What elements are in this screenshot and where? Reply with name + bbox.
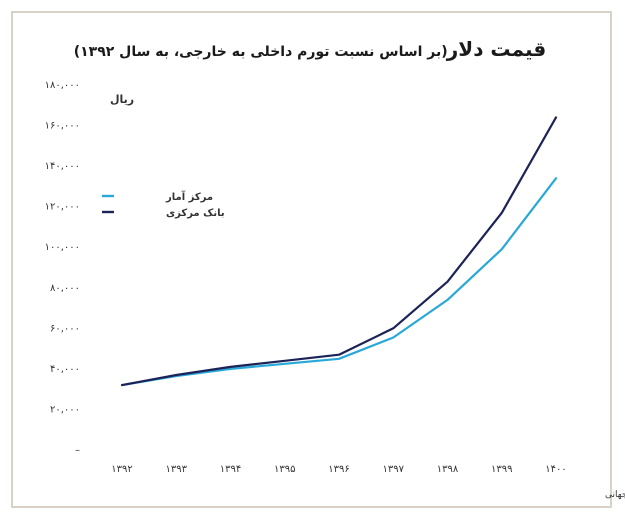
x-tick-label: ۱۳۹۴ <box>220 464 241 475</box>
chart-subtitle: (بر اساس نسبت تورم داخلی به خارجی، به سا… <box>74 44 448 60</box>
y-tick-label: ۱۴۰,۰۰۰ <box>45 161 80 172</box>
x-tick-label: ۱۳۹۵ <box>274 464 295 475</box>
y-tick-label: ۱۲۰,۰۰۰ <box>45 202 80 213</box>
y-tick-label: ۸۰,۰۰۰ <box>50 283 80 294</box>
y-tick-label: ۱۸۰,۰۰۰ <box>45 80 80 91</box>
x-tick-label: ۱۳۹۶ <box>328 464 349 475</box>
legend-label-1: مرکز آمار <box>165 190 213 203</box>
x-tick-label: ۱۳۹۳ <box>166 464 188 475</box>
x-axis: ۱۳۹۲ ۱۳۹۳ ۱۳۹۴ ۱۳۹۵ ۱۳۹۶ ۱۳۹۷ ۱۳۹۸ ۱۳۹۹ ۱۴۰۰ <box>111 464 566 475</box>
series-line-1 <box>120 177 558 387</box>
plot-area <box>120 116 558 387</box>
y-tick-label: ۱۰۰,۰۰۰ <box>45 242 80 253</box>
source-note: تحلیل و استنتاج: احسان سلطانی بر اساس دا… <box>605 488 625 500</box>
chart-title-line: قیمت دلار (بر اساس نسبت تورم داخلی به خا… <box>74 37 547 61</box>
y-tick-label: ۱۶۰,۰۰۰ <box>45 121 80 132</box>
x-tick-label: ۱۳۹۲ <box>111 464 132 475</box>
x-tick-label: ۱۴۰۰ <box>545 464 566 475</box>
legend-label-2: بانک مرکزی <box>166 208 225 219</box>
legend: مرکز آمار بانک مرکزی <box>102 190 225 219</box>
x-tick-label: ۱۳۹۸ <box>437 464 459 475</box>
x-tick-label: ۱۳۹۷ <box>383 464 405 475</box>
y-tick-label: – <box>75 445 80 456</box>
chart-title: قیمت دلار <box>446 37 546 61</box>
y-tick-label: ۲۰,۰۰۰ <box>50 404 80 415</box>
y-axis-label: ریال <box>110 93 134 106</box>
y-tick-label: ۴۰,۰۰۰ <box>50 364 80 375</box>
series-line-2 <box>120 116 558 387</box>
y-tick-label: ۶۰,۰۰۰ <box>50 323 80 334</box>
x-tick-label: ۱۳۹۹ <box>491 464 512 475</box>
y-axis: – ۲۰,۰۰۰ ۴۰,۰۰۰ ۶۰,۰۰۰ ۸۰,۰۰۰ ۱۰۰,۰۰۰ ۱۲۰,۰۰۰ ۱… <box>45 80 80 456</box>
chart-frame <box>11 11 612 508</box>
